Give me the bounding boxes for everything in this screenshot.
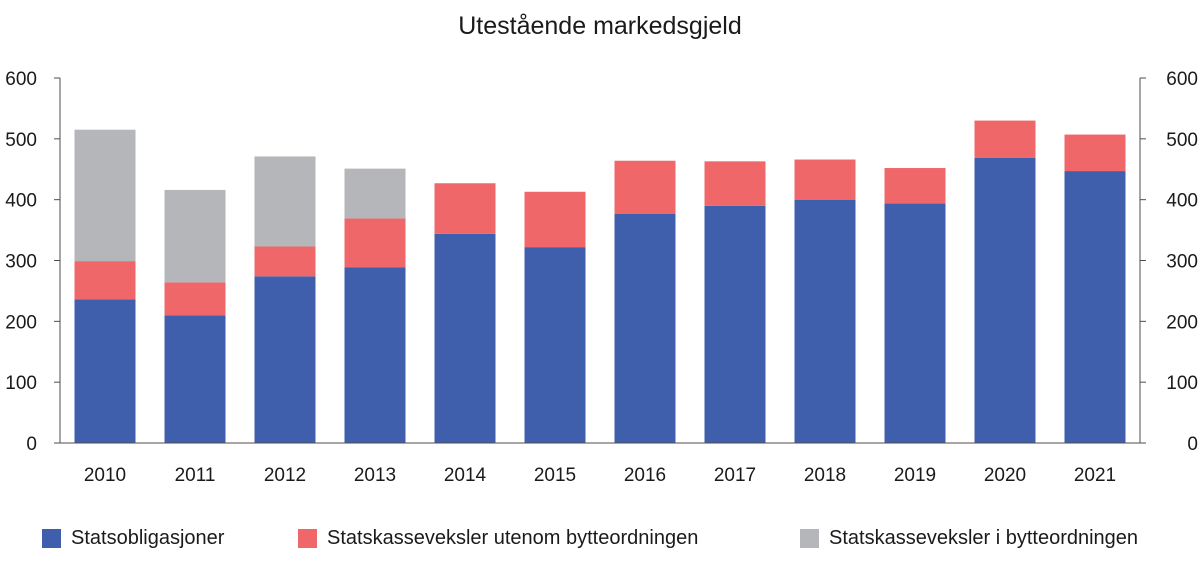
y-tick-label-right-600: 600 xyxy=(1166,69,1198,90)
y-tick-label-left-0: 0 xyxy=(26,434,37,455)
legend: Statsobligasjoner Statskasseveksler uten… xyxy=(0,527,1200,555)
bar-statskasseveksler-utenom-bytteordningen-2011 xyxy=(164,282,226,316)
chart-plot: 2010 2011 2012 2013 2014 2015 2016 2017 2018 2019… xyxy=(5,69,1198,486)
legend-item-i-bytteordningen: Statskasseveksler i bytteordningen xyxy=(800,527,1138,550)
bar-statskasseveksler-i-bytteordningen-2010 xyxy=(74,129,136,262)
y-tick-label-right-200: 200 xyxy=(1166,312,1198,333)
legend-swatch xyxy=(42,529,61,548)
bar-statskasseveksler-i-bytteordningen-2011 xyxy=(164,189,226,283)
bar-statsobligasjoner-2021 xyxy=(1064,171,1126,443)
y-tick-label-left-500: 500 xyxy=(5,130,37,151)
bar-statskasseveksler-i-bytteordningen-2013 xyxy=(344,168,406,219)
y-tick-label-left-100: 100 xyxy=(5,373,37,394)
x-tick-label-2019: 2019 xyxy=(894,465,936,486)
bar-statskasseveksler-utenom-bytteordningen-2018 xyxy=(794,159,856,200)
y-tick-label-right-500: 500 xyxy=(1166,130,1198,151)
legend-label: Statskasseveksler i bytteordningen xyxy=(829,527,1139,549)
bar-statsobligasjoner-2011 xyxy=(164,315,226,443)
x-tick-label-2016: 2016 xyxy=(624,465,666,486)
x-tick-label-2014: 2014 xyxy=(444,465,487,486)
bar-statsobligasjoner-2012 xyxy=(254,276,316,443)
bar-statskasseveksler-utenom-bytteordningen-2021 xyxy=(1064,134,1126,172)
bar-statskasseveksler-utenom-bytteordningen-2013 xyxy=(344,218,406,268)
y-tick-label-right-0: 0 xyxy=(1187,434,1198,455)
y-tick-label-left-400: 400 xyxy=(5,191,37,212)
x-tick-label-2011: 2011 xyxy=(175,465,216,486)
legend-item-utenom-bytteordningen: Statskasseveksler utenom bytteordningen xyxy=(298,527,698,550)
y-tick-label-left-200: 200 xyxy=(5,312,37,333)
x-tick-label-2018: 2018 xyxy=(804,465,846,486)
y-tick-label-right-100: 100 xyxy=(1166,373,1198,394)
y-tick-label-left-300: 300 xyxy=(5,252,37,273)
bar-statsobligasjoner-2017 xyxy=(704,205,766,443)
y-tick-label-left-600: 600 xyxy=(5,69,37,90)
x-tick-label-2021: 2021 xyxy=(1074,465,1116,486)
bar-statskasseveksler-utenom-bytteordningen-2012 xyxy=(254,246,316,277)
y-tick-label-right-400: 400 xyxy=(1166,191,1198,212)
axes-layer: 2010 2011 2012 2013 2014 2015 2016 2017 2018 2019… xyxy=(5,69,1198,486)
bar-statskasseveksler-i-bytteordningen-2012 xyxy=(254,156,316,247)
legend-swatch xyxy=(800,529,819,548)
legend-label: Statskasseveksler utenom bytteordningen xyxy=(327,527,699,549)
bar-statsobligasjoner-2020 xyxy=(974,157,1036,443)
x-tick-label-2012: 2012 xyxy=(264,465,306,486)
bar-statskasseveksler-utenom-bytteordningen-2014 xyxy=(434,183,496,234)
bar-statsobligasjoner-2010 xyxy=(74,299,136,443)
bars-layer xyxy=(74,120,1126,443)
bar-statskasseveksler-utenom-bytteordningen-2020 xyxy=(974,120,1036,158)
bar-statskasseveksler-utenom-bytteordningen-2016 xyxy=(614,160,676,214)
legend-swatch xyxy=(298,529,317,548)
x-tick-label-2013: 2013 xyxy=(354,465,396,486)
chart-title: Utestående markedsgjeld xyxy=(458,12,742,40)
bar-statsobligasjoner-2016 xyxy=(614,213,676,443)
legend-item-statsobligasjoner: Statsobligasjoner xyxy=(42,527,224,550)
bar-statsobligasjoner-2018 xyxy=(794,199,856,443)
bar-statsobligasjoner-2019 xyxy=(884,203,946,443)
bar-statskasseveksler-utenom-bytteordningen-2017 xyxy=(704,161,766,206)
x-tick-label-2015: 2015 xyxy=(534,465,576,486)
legend-label: Statsobligasjoner xyxy=(71,527,225,549)
bar-statskasseveksler-utenom-bytteordningen-2015 xyxy=(524,191,586,248)
bar-statsobligasjoner-2013 xyxy=(344,267,406,443)
x-tick-label-2017: 2017 xyxy=(714,465,756,486)
bar-statskasseveksler-utenom-bytteordningen-2010 xyxy=(74,261,136,300)
bar-statskasseveksler-utenom-bytteordningen-2019 xyxy=(884,168,946,204)
x-tick-label-2010: 2010 xyxy=(84,465,126,486)
x-tick-label-2020: 2020 xyxy=(984,465,1026,486)
bar-statsobligasjoner-2014 xyxy=(434,233,496,443)
y-tick-label-right-300: 300 xyxy=(1166,252,1198,273)
bar-statsobligasjoner-2015 xyxy=(524,247,586,443)
